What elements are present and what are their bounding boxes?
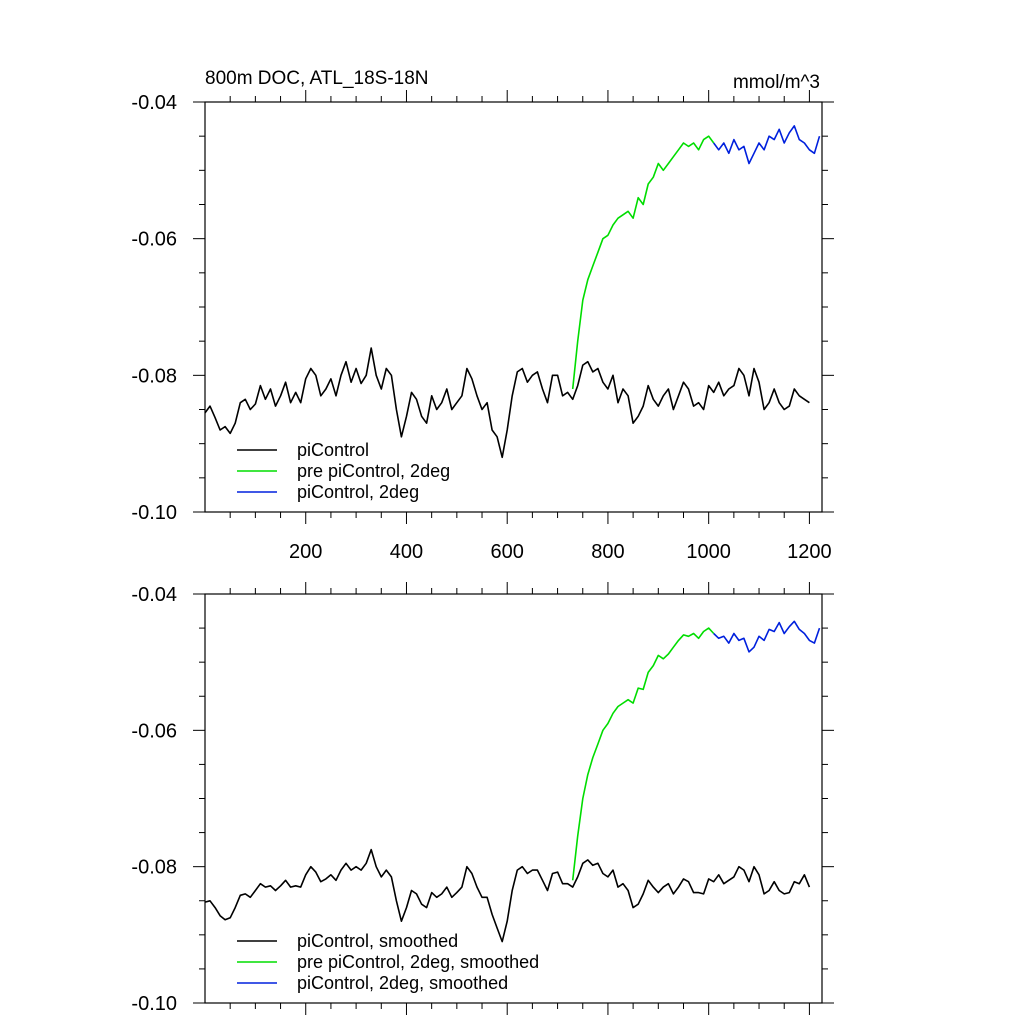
- chart-title: 800m DOC, ATL_18S-18N: [205, 68, 429, 89]
- y-tick-label: -0.10: [131, 993, 177, 1015]
- series-bottom: [204, 620, 821, 943]
- x-tick-label: 1000: [686, 541, 731, 563]
- plot-frame-bottom: [204, 593, 823, 1004]
- x-tick-label: 400: [390, 541, 423, 563]
- x-tick-labels-top: 200 400 600 800 1000 1200: [289, 541, 832, 563]
- panel-bottom: -0.04 -0.06 -0.08 -0.10 piControl, smoothed…: [131, 582, 834, 1015]
- series-line-pre-picontrol-2deg: [571, 627, 715, 881]
- legend-label: pre piControl, 2deg: [297, 461, 450, 481]
- ticks-top: [193, 90, 834, 524]
- ticks-bottom: [193, 582, 834, 1015]
- y-tick-label: -0.10: [131, 502, 177, 524]
- x-tick-label: 600: [491, 541, 524, 563]
- x-tick-label: 200: [289, 541, 322, 563]
- series-line-pre-picontrol-2deg: [571, 135, 715, 390]
- legend-label: piControl, smoothed: [297, 931, 458, 951]
- y-tick-label: -0.08: [131, 365, 177, 387]
- legend-label: piControl, 2deg: [297, 482, 419, 502]
- series-line-picontrol-2deg: [713, 620, 821, 653]
- y-tick-label: -0.04: [131, 92, 177, 114]
- y-tick-label: -0.04: [131, 584, 177, 606]
- series-line-picontrol: [204, 347, 810, 459]
- y-tick-label: -0.08: [131, 857, 177, 879]
- units-label: mmol/m^3: [733, 72, 820, 93]
- panel-top: 800m DOC, ATL_18S-18N mmol/m^3 -0.04-0.0…: [131, 68, 834, 563]
- y-tick-label: -0.06: [131, 229, 177, 251]
- series-top: [204, 125, 821, 459]
- series-line-picontrol-2deg: [713, 125, 821, 165]
- legend-label: pre piControl, 2deg, smoothed: [297, 952, 539, 972]
- plot-frame-top: [204, 101, 823, 513]
- y-tick-labels-top: -0.04 -0.06 -0.08 -0.10: [131, 92, 177, 524]
- legend-label: piControl, 2deg, smoothed: [297, 973, 508, 993]
- y-tick-labels-bottom: -0.04 -0.06 -0.08 -0.10: [131, 584, 177, 1015]
- x-tick-label: 1200: [787, 541, 832, 563]
- y-tick-label: -0.06: [131, 720, 177, 742]
- series-line-picontrol: [204, 848, 811, 943]
- x-tick-label: 800: [591, 541, 624, 563]
- legend-label: piControl: [297, 440, 369, 460]
